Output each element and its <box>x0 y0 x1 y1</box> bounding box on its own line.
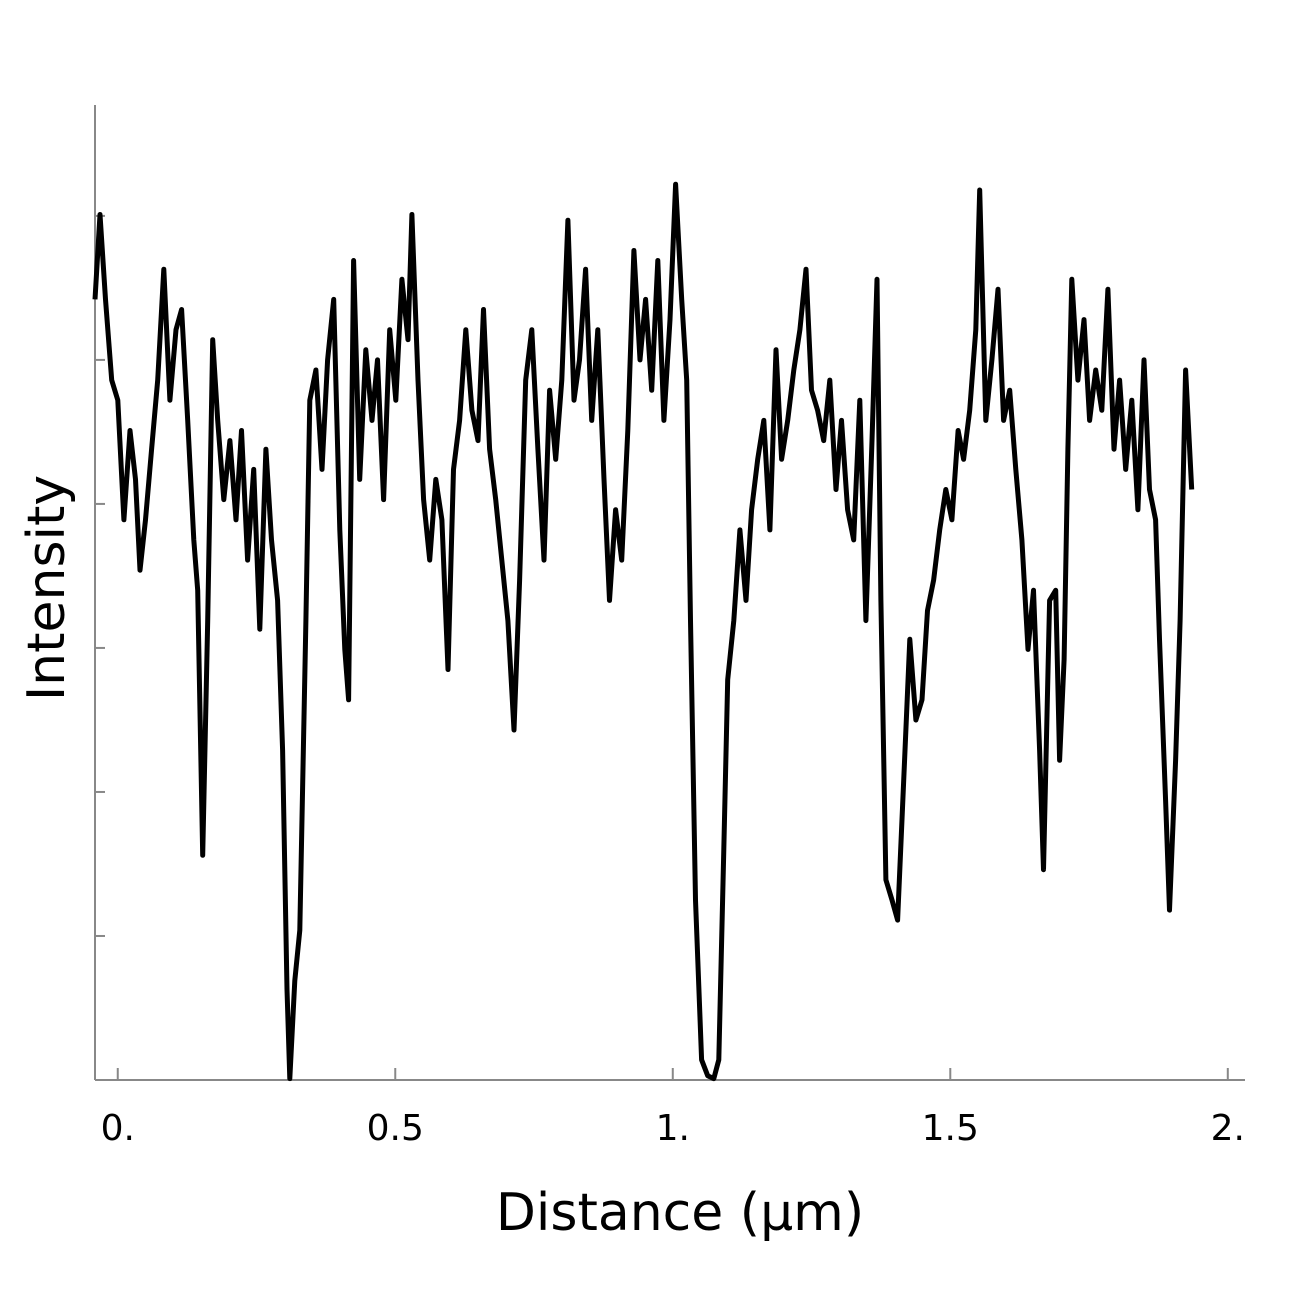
y-axis-label: Intensity <box>17 475 77 701</box>
x-tick-label: 0. <box>101 1108 135 1149</box>
x-tick-label: 0.5 <box>367 1108 424 1149</box>
x-tick-label: 2. <box>1211 1108 1245 1149</box>
x-axis-label: Distance (μm) <box>496 1183 864 1243</box>
x-tick-label: 1.5 <box>922 1108 979 1149</box>
data-line <box>92 181 1195 1082</box>
x-tick-label: 1. <box>656 1108 690 1149</box>
